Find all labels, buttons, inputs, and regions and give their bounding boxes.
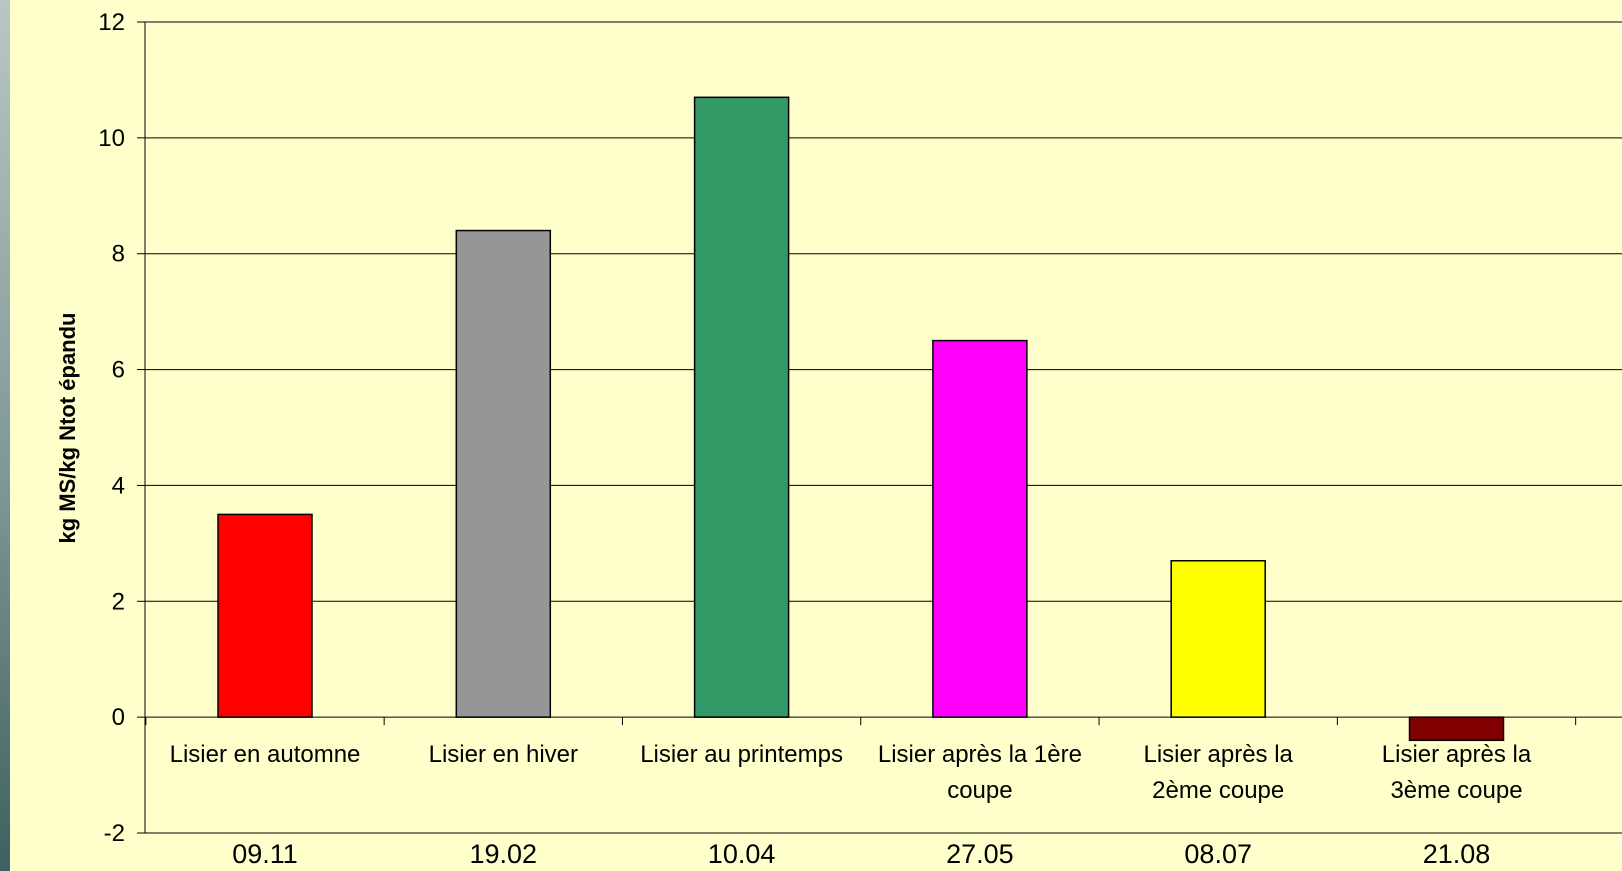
category-label-line: Lisier en automne	[170, 741, 361, 768]
y-tick-label: 6	[112, 357, 125, 384]
category-label-line: coupe	[947, 777, 1012, 804]
bar	[932, 339, 1028, 718]
y-tick-label: 10	[98, 125, 125, 152]
date-label: 21.08	[1423, 839, 1491, 869]
bar	[455, 229, 552, 718]
bar	[1170, 559, 1266, 718]
category-label: Lisier après la 3ème coupe	[1382, 741, 1532, 804]
date-label: 10.04	[708, 839, 776, 869]
category-label: Lisier en hiver	[429, 741, 578, 768]
category-label-line: Lisier après la	[1382, 741, 1532, 768]
date-label: 09.11	[232, 839, 298, 869]
category-labels: Lisier en automne Lisier en hiver Lisier a…	[170, 741, 1532, 804]
y-tick-label: -2	[104, 820, 125, 847]
axes	[137, 21, 1622, 834]
category-label-line: 2ème coupe	[1152, 777, 1284, 804]
plot-area	[145, 22, 1622, 833]
date-labels: 09.11 19.02 10.04 27.05 08.07 21.08	[232, 839, 1490, 869]
y-axis-label: kg MS/kg Ntot épandu	[55, 313, 80, 544]
date-label: 08.07	[1184, 839, 1252, 869]
y-tick-label: 8	[112, 241, 125, 268]
category-label-line: Lisier au printemps	[640, 741, 843, 768]
y-tick-label: 4	[112, 472, 125, 499]
y-tick-labels: -2 0 2 4 6 8 10 12	[98, 9, 125, 847]
category-label: Lisier en automne	[170, 741, 361, 768]
category-label-line: Lisier en hiver	[429, 741, 578, 768]
category-label-line: Lisier après la	[1143, 741, 1293, 768]
category-label-line: Lisier après la 1ère	[878, 741, 1082, 768]
category-label-line: 3ème coupe	[1390, 777, 1522, 804]
left-edge-strip	[0, 0, 10, 871]
bar	[217, 513, 313, 718]
bar	[693, 96, 790, 718]
y-tick-label: 12	[98, 9, 125, 36]
date-label: 27.05	[946, 839, 1014, 869]
bars	[217, 96, 1505, 742]
date-label: 19.02	[470, 839, 538, 869]
gridlines	[145, 21, 1622, 834]
category-label: Lisier après la 1ère coupe	[878, 741, 1082, 804]
category-label: Lisier au printemps	[640, 741, 843, 768]
category-label: Lisier après la 2ème coupe	[1143, 741, 1293, 804]
y-tick-label: 0	[112, 704, 125, 731]
y-tick-label: 2	[112, 588, 125, 615]
bar	[1408, 716, 1505, 742]
